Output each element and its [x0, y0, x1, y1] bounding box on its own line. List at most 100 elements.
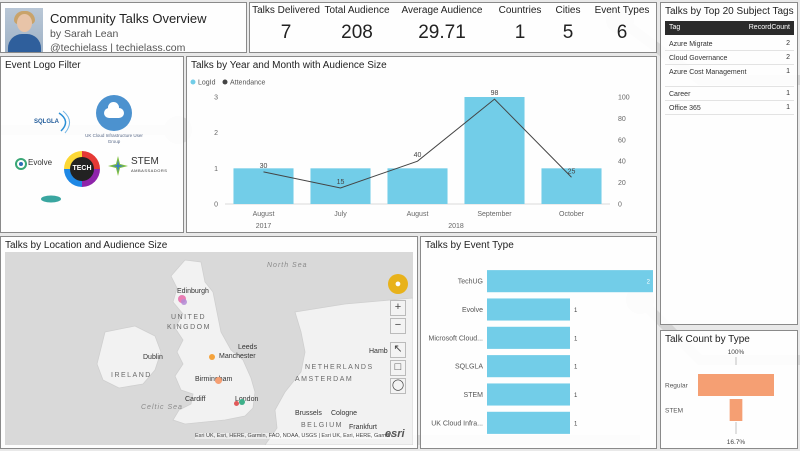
data-label: 40	[414, 152, 422, 159]
map-point-manchester[interactable]	[209, 354, 215, 360]
data-label: 1	[574, 393, 578, 399]
kpi-value: 5	[562, 22, 574, 43]
kpi-label: Total Audience	[324, 5, 390, 16]
column-header-tag[interactable]: Tag	[669, 24, 681, 31]
legend-label: LogId	[198, 80, 216, 87]
techug-logo[interactable]: TECH	[64, 151, 100, 187]
data-label: 1	[574, 336, 578, 342]
tag-name: Azure Migrate	[669, 41, 713, 48]
legend-label: Attendance	[230, 80, 266, 87]
chart-title: Talk Count by Type	[665, 334, 750, 345]
bar-event-type	[487, 411, 570, 434]
data-label: 15	[337, 179, 345, 186]
table-row[interactable]: Career 1	[665, 88, 794, 101]
zoom-in-button[interactable]: +	[390, 300, 406, 316]
map-label-belgium: BELGIUM	[301, 422, 344, 429]
esri-logo: esri	[385, 428, 405, 440]
legend-marker	[222, 79, 228, 85]
bar-event-type	[487, 270, 653, 293]
lasso-select-icon[interactable]: ◯	[390, 378, 406, 394]
table-row[interactable]: Azure Migrate 2	[665, 38, 794, 51]
y-tick-label: STEM	[665, 408, 683, 415]
evolve-logo[interactable]: Evolve	[15, 155, 59, 175]
y-tick-label: 1	[214, 166, 218, 173]
table-row[interactable]: Cloud Governance 2	[665, 52, 794, 65]
y2-tick-label: 40	[618, 159, 626, 166]
map-attribution: Esri UK, Esri, HERE, Garmin, FAO, NOAA, …	[195, 433, 393, 439]
sqlgla-logo[interactable]: SQLGLA	[31, 109, 71, 135]
stem-logo[interactable]: STEM AMBASSADORS	[107, 153, 173, 185]
bar-talk-type	[698, 374, 774, 396]
map-point-london-2[interactable]	[234, 401, 239, 406]
kpi-total-audience[interactable]: Total Audience 208	[322, 3, 392, 44]
bar-talk-type	[729, 399, 743, 421]
map-label-amsterdam: AMSTERDAM	[295, 376, 354, 383]
data-label: 2	[647, 280, 651, 286]
y-tick-label: 0	[214, 202, 218, 209]
data-label: 100%	[728, 349, 745, 356]
sqlgla-text: SQLGLA	[34, 119, 59, 125]
small-event-logo[interactable]	[39, 191, 63, 203]
x-tick-label: August	[253, 211, 275, 218]
map-point-birmingham[interactable]	[215, 377, 222, 384]
kpi-talks-delivered[interactable]: Talks Delivered 7	[250, 3, 322, 44]
rectangle-select-icon[interactable]: □	[390, 360, 406, 376]
stem-text: STEM	[131, 156, 159, 167]
tag-name: Azure Cost Management	[669, 69, 747, 76]
data-label: 25	[568, 168, 576, 175]
map-label-cologne: Cologne	[331, 410, 358, 417]
data-label: 98	[491, 90, 499, 97]
lightbulb-icon[interactable]: ●	[388, 274, 408, 294]
y-tick-label: 2	[214, 130, 218, 137]
bar-logid	[233, 168, 294, 204]
bar-logid	[310, 168, 371, 204]
table-row[interactable]: Azure Cost Management 1	[665, 66, 794, 87]
techug-text: TECH	[70, 157, 94, 181]
tag-count: 1	[786, 68, 790, 75]
panel-title: Talks by Location and Audience Size	[5, 240, 168, 251]
kpi-cities[interactable]: Cities 5	[548, 3, 588, 44]
kpi-label: Countries	[498, 5, 542, 16]
data-label: 16.7%	[727, 439, 746, 446]
kpi-label: Event Types	[594, 5, 650, 16]
zoom-out-button[interactable]: −	[390, 318, 406, 334]
map-label-frankfurt: Frankfurt	[349, 424, 378, 431]
map-canvas[interactable]: North Sea Edinburgh UNITED KINGDOM Dubli…	[5, 252, 413, 445]
map-label-london: London	[235, 396, 259, 403]
data-label: 30	[260, 163, 268, 170]
table-row[interactable]: Office 365 1	[665, 102, 794, 115]
y-tick-label: Microsoft Cloud...	[429, 335, 484, 342]
kpi-countries[interactable]: Countries 1	[492, 3, 548, 44]
tag-name: Cloud Governance	[669, 55, 728, 62]
tag-count: 2	[786, 54, 790, 61]
bar-event-type	[487, 326, 570, 349]
y2-tick-label: 0	[618, 202, 622, 209]
talk-type-chart[interactable]: 100% Regular STEM 16.7%	[661, 346, 798, 449]
y2-tick-label: 20	[618, 180, 626, 187]
uk-cloud-infrastructure-logo[interactable]: UK Cloud Infrastructure User Group	[85, 95, 143, 147]
map-landmass	[96, 259, 413, 445]
event-type-chart[interactable]: TechUG 2 Evolve 1 Microsoft Cloud... 1 SQLGLA 1…	[421, 253, 657, 448]
map-point-london[interactable]	[239, 399, 245, 405]
bar-logid	[387, 168, 448, 204]
x-tick-label: September	[477, 211, 512, 218]
logo-filter-panel: Event Logo Filter SQLGLA UK Cloud Infras…	[0, 56, 184, 233]
kpi-event-types[interactable]: Event Types 6	[588, 3, 656, 44]
pointer-select-icon[interactable]: ↖	[390, 342, 406, 358]
kpi-value: 1	[514, 22, 526, 43]
map-label-united: UNITED	[171, 314, 207, 321]
stem-ambassadors-text: AMBASSADORS	[131, 168, 168, 173]
column-header-recordcount[interactable]: RecordCount	[748, 24, 790, 31]
y2-tick-label: 60	[618, 137, 626, 144]
uk-cloud-text: UK Cloud Infrastructure User Group	[85, 133, 143, 144]
kpi-average-audience[interactable]: Average Audience 29.71	[392, 3, 492, 44]
bar-logid	[464, 97, 525, 204]
cloud-icon	[96, 95, 132, 131]
map-label-ireland: IRELAND	[111, 372, 152, 379]
data-label: 1	[574, 421, 578, 427]
map-point-edinburgh-2[interactable]	[181, 299, 187, 305]
chart-title: Talks by Event Type	[425, 240, 514, 251]
y-tick-label: UK Cloud Infra...	[431, 420, 483, 427]
map-panel: Talks by Location and Audience Size Nort…	[0, 236, 418, 449]
